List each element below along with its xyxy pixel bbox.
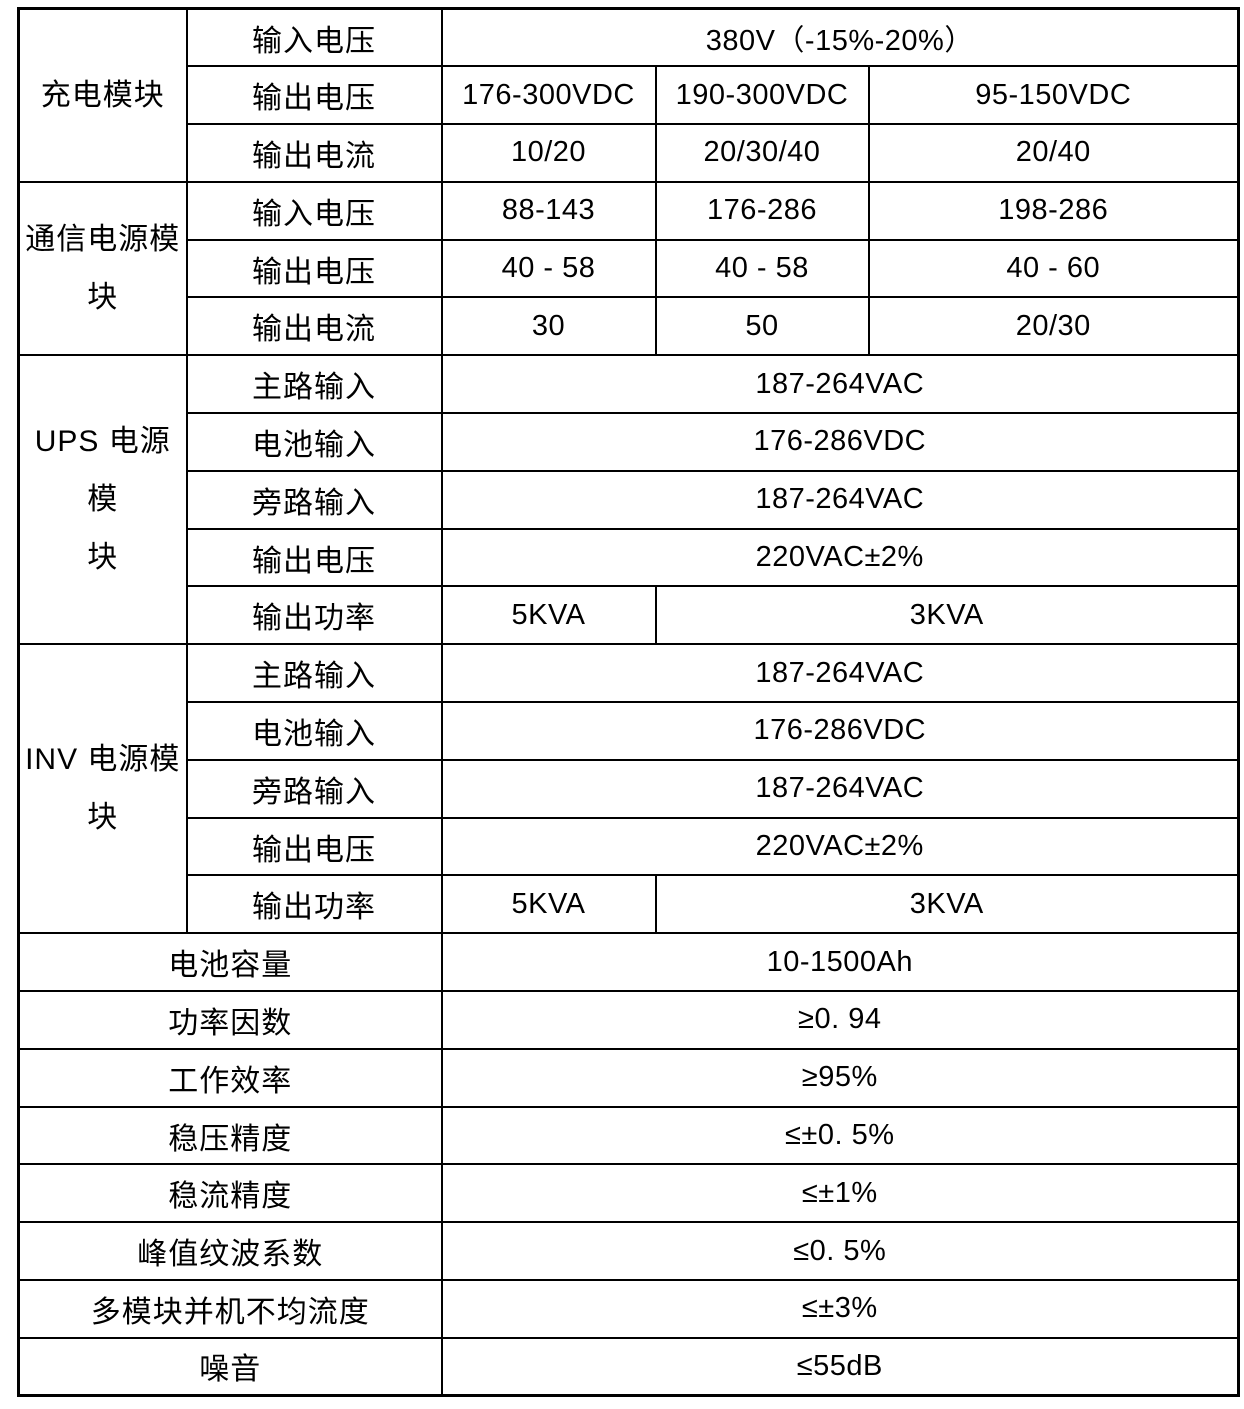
spec-value-cell: 198-286 — [867, 180, 1240, 241]
table-row: 旁路输入 187-264VAC — [19, 758, 1240, 819]
spec-label-cell: 输出电压 — [185, 816, 443, 877]
spec-label-cell: 电池输入 — [185, 412, 443, 472]
table-row: 稳压精度 ≤±0. 5% — [17, 1105, 1240, 1166]
table-row: 输出电压 220VAC±2% — [19, 816, 1240, 877]
spec-label-cell: 主路输入 — [185, 354, 443, 415]
table-row: INV 电源模 块 主路输入 187-264VAC — [17, 643, 1240, 935]
spec-label-cell: 工作效率 — [17, 1047, 443, 1108]
spec-label-cell: 功率因数 — [17, 990, 443, 1050]
spec-value-cell: 187-264VAC — [440, 469, 1240, 530]
spec-value-cell: 176-286VDC — [440, 701, 1240, 761]
table-row: 电池输入 176-286VDC — [19, 701, 1240, 761]
group-cell-inv-power-module: INV 电源模 块 — [17, 643, 188, 935]
spec-value-cell: 190-300VDC — [654, 65, 870, 126]
table-row: 通信电源模 块 输入电压 88-143 176-286 198-286 — [17, 180, 1240, 357]
spec-value-cell: 3KVA — [654, 874, 1240, 935]
group-cell-ups-power-module: UPS 电源模 块 — [17, 354, 188, 646]
table-row: 充电模块 输入电压 380V（-15%-20%） — [17, 7, 1240, 183]
spec-value-cell: 5KVA — [440, 585, 657, 646]
spec-label-cell: 输出电流 — [185, 123, 443, 183]
group-cell-charging-module: 充电模块 — [17, 7, 188, 183]
table-row: 输出功率 5KVA 3KVA — [19, 874, 1240, 935]
table-row: 噪音 ≤55dB — [17, 1336, 1240, 1397]
spec-value-cell: ≤55dB — [440, 1336, 1240, 1397]
spec-value-cell: 187-264VAC — [440, 758, 1240, 819]
spec-value-cell: 20/30/40 — [654, 123, 870, 183]
spec-label-cell: 峰值纹波系数 — [17, 1221, 443, 1282]
spec-value-cell: ≥0. 94 — [440, 990, 1240, 1050]
table-row: 输出电压 40 - 58 40 - 58 40 - 60 — [19, 238, 1240, 299]
spec-label-cell: 旁路输入 — [185, 469, 443, 530]
spec-value-cell: 30 — [440, 296, 657, 357]
spec-label-cell: 输入电压 — [185, 180, 443, 241]
spec-label-cell: 多模块并机不均流度 — [17, 1279, 443, 1339]
spec-value-cell: 40 - 60 — [867, 238, 1240, 299]
spec-value-cell: ≤±3% — [440, 1279, 1240, 1339]
spec-value-cell: 176-300VDC — [440, 65, 657, 126]
table-row: 输出功率 5KVA 3KVA — [19, 585, 1240, 646]
spec-label-cell: 输出电压 — [185, 238, 443, 299]
spec-label-cell: 电池容量 — [17, 932, 443, 993]
spec-value-cell: 50 — [654, 296, 870, 357]
table-row: 工作效率 ≥95% — [17, 1047, 1240, 1108]
spec-label-cell: 稳压精度 — [17, 1105, 443, 1166]
spec-value-cell: 20/30 — [867, 296, 1240, 357]
spec-label-cell: 主路输入 — [185, 643, 443, 704]
table-row: 峰值纹波系数 ≤0. 5% — [17, 1221, 1240, 1282]
spec-value-cell: 187-264VAC — [440, 354, 1240, 415]
spec-value-cell: 380V（-15%-20%） — [440, 7, 1240, 68]
spec-value-cell: 176-286VDC — [440, 412, 1240, 472]
spec-value-cell: 20/40 — [867, 123, 1240, 183]
table-row: 输出电流 30 50 20/30 — [19, 296, 1240, 357]
spec-label-cell: 噪音 — [17, 1336, 443, 1397]
table-row: 电池输入 176-286VDC — [19, 412, 1240, 472]
table-row: 旁路输入 187-264VAC — [19, 469, 1240, 530]
table-row: 输出电压 176-300VDC 190-300VDC 95-150VDC — [19, 65, 1240, 126]
spec-label-cell: 电池输入 — [185, 701, 443, 761]
spec-value-cell: 220VAC±2% — [440, 527, 1240, 588]
spec-value-cell: ≤±0. 5% — [440, 1105, 1240, 1166]
spec-value-cell: 10-1500Ah — [440, 932, 1240, 993]
table-row: 多模块并机不均流度 ≤±3% — [17, 1279, 1240, 1339]
spec-value-cell: 40 - 58 — [654, 238, 870, 299]
spec-label-cell: 旁路输入 — [185, 758, 443, 819]
spec-label-cell: 输出功率 — [185, 874, 443, 935]
table-row: 功率因数 ≥0. 94 — [17, 990, 1240, 1050]
spec-value-cell: 95-150VDC — [867, 65, 1240, 126]
spec-value-cell: ≤0. 5% — [440, 1221, 1240, 1282]
spec-value-cell: 88-143 — [440, 180, 657, 241]
table-row: 输出电压 220VAC±2% — [19, 527, 1240, 588]
spec-value-cell: 176-286 — [654, 180, 870, 241]
spec-value-cell: 40 - 58 — [440, 238, 657, 299]
spec-value-cell: 187-264VAC — [440, 643, 1240, 704]
table-row: UPS 电源模 块 主路输入 187-264VAC — [17, 354, 1240, 646]
spec-label-cell: 稳流精度 — [17, 1163, 443, 1224]
spec-value-cell: 3KVA — [654, 585, 1240, 646]
spec-value-cell: 220VAC±2% — [440, 816, 1240, 877]
table-row: 稳流精度 ≤±1% — [17, 1163, 1240, 1224]
spec-value-cell: 5KVA — [440, 874, 657, 935]
spec-label-cell: 输出电压 — [185, 65, 443, 126]
spec-label-cell: 输出电流 — [185, 296, 443, 357]
spec-value-cell: ≥95% — [440, 1047, 1240, 1108]
spec-label-cell: 输入电压 — [185, 7, 443, 68]
table-row: 输出电流 10/20 20/30/40 20/40 — [19, 123, 1240, 183]
spec-table: 充电模块 输入电压 380V（-15%-20%） 输出电压 176-300VDC… — [17, 7, 1241, 1398]
group-cell-comm-power-module: 通信电源模 块 — [17, 180, 188, 357]
spec-label-cell: 输出功率 — [185, 585, 443, 646]
spec-value-cell: ≤±1% — [440, 1163, 1240, 1224]
spec-label-cell: 输出电压 — [185, 527, 443, 588]
spec-value-cell: 10/20 — [440, 123, 657, 183]
table-row: 电池容量 10-1500Ah — [17, 932, 1240, 993]
